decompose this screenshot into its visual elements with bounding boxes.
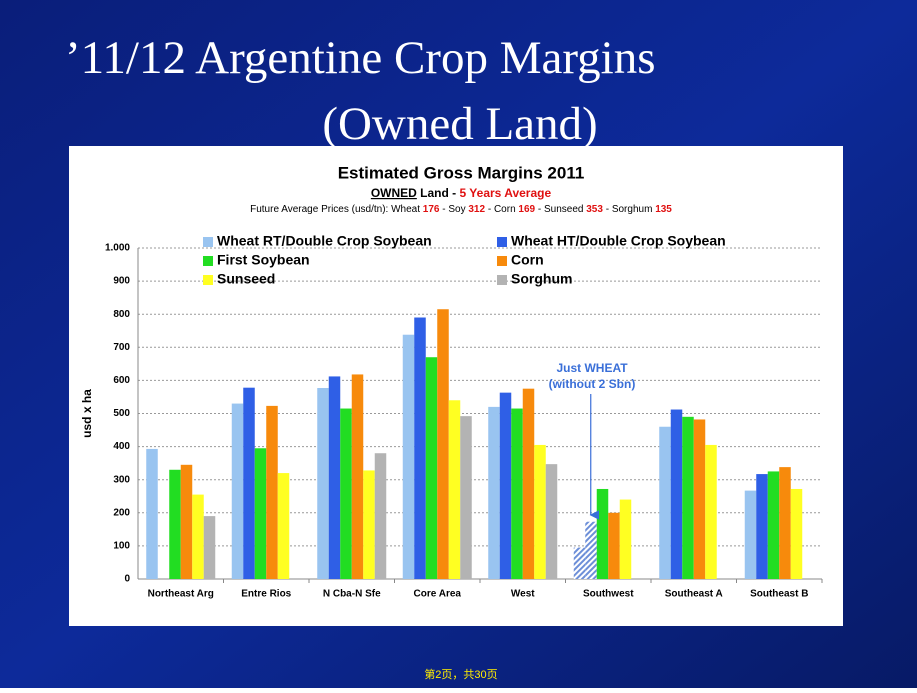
legend-label: Sunseed	[217, 271, 275, 287]
bar	[534, 444, 546, 579]
y-tick-label: 700	[113, 342, 130, 353]
legend-label: First Soybean	[217, 252, 310, 268]
subtitle-part: Land -	[417, 186, 460, 200]
bar	[180, 464, 193, 579]
subtitle-part: OWNED	[371, 186, 417, 200]
bar	[340, 408, 352, 579]
chart: Estimated Gross Margins 2011 OWNED Land -…	[80, 163, 823, 600]
bar	[705, 444, 717, 579]
legend-swatch	[203, 237, 213, 247]
bar	[682, 416, 694, 579]
y-tick-label: 400	[113, 441, 130, 452]
bar	[437, 309, 449, 579]
y-tick-label: 800	[113, 309, 130, 320]
note-part: 169	[518, 204, 535, 215]
x-tick-label: Core Area	[414, 589, 462, 600]
bar	[693, 419, 706, 579]
bar	[231, 403, 244, 579]
x-tick-label: Southeast A	[665, 589, 723, 600]
bar	[425, 357, 438, 579]
bar	[488, 406, 500, 579]
legend-label: Wheat HT/Double Crop Soybean	[511, 233, 726, 249]
bar	[414, 317, 426, 579]
chart-title: Estimated Gross Margins 2011	[338, 163, 585, 182]
bar	[767, 471, 780, 579]
legend-label: Wheat RT/Double Crop Soybean	[217, 233, 432, 249]
bar	[511, 408, 523, 579]
bar	[756, 474, 768, 579]
bar	[619, 499, 632, 579]
subtitle-part: 5 Years Average	[460, 186, 552, 200]
bar	[146, 448, 158, 579]
footer: 第2页，共30页	[424, 667, 497, 681]
legend-label: Sorghum	[511, 271, 572, 287]
y-tick-label: 900	[113, 276, 130, 287]
legend-swatch	[203, 275, 213, 285]
annotation: Just WHEAT	[556, 361, 628, 375]
y-tick-label: 600	[113, 375, 130, 386]
legend-swatch	[497, 237, 507, 247]
annotation: (without 2 Sbn)	[549, 377, 636, 391]
note-part: - Corn	[485, 204, 518, 215]
legend-swatch	[497, 256, 507, 266]
note-part: 353	[586, 204, 603, 215]
bar	[374, 453, 387, 579]
bar	[596, 488, 609, 579]
bar	[402, 334, 415, 579]
bar	[328, 376, 341, 579]
y-tick-label: 300	[113, 474, 130, 485]
note-part: Future Average Prices (usd/tn): Wheat	[250, 204, 423, 215]
note-part: 312	[468, 204, 485, 215]
bar	[659, 426, 671, 579]
bar	[448, 400, 461, 579]
chart-note: Future Average Prices (usd/tn): Wheat 17…	[250, 204, 672, 215]
bar	[351, 374, 364, 579]
note-part: 135	[655, 204, 672, 215]
legend-label: Corn	[511, 252, 544, 268]
y-tick-label: 500	[113, 408, 130, 419]
legend-swatch	[203, 256, 213, 266]
bar	[363, 470, 375, 579]
bar	[670, 409, 683, 579]
y-tick-label: 1.000	[105, 243, 130, 254]
note-part: 176	[423, 204, 440, 215]
bar	[277, 473, 290, 579]
x-tick-label: Southeast B	[750, 589, 808, 600]
x-tick-label: Entre Rios	[241, 589, 291, 600]
y-tick-label: 0	[124, 574, 130, 585]
bar	[192, 494, 204, 579]
bar	[608, 512, 620, 579]
y-tick-label: 100	[113, 541, 130, 552]
bar	[790, 488, 803, 579]
note-part: - Soy	[439, 204, 468, 215]
bar	[744, 490, 757, 579]
bar	[266, 405, 278, 579]
y-axis-label: usd x ha	[80, 389, 94, 438]
bar	[585, 521, 597, 579]
slide-title: (Owned Land)	[322, 98, 597, 150]
bar	[243, 387, 255, 579]
bar	[779, 467, 791, 579]
bar	[254, 448, 267, 579]
slide-title: ’11/12 Argentine Crop Margins	[65, 32, 656, 84]
bar	[169, 469, 181, 579]
y-tick-label: 200	[113, 507, 130, 518]
x-tick-label: N Cba-N Sfe	[323, 589, 381, 600]
legend-swatch	[497, 275, 507, 285]
bar	[522, 388, 535, 579]
note-part: - Sunseed	[535, 204, 586, 215]
bar	[499, 392, 512, 579]
bar	[317, 388, 329, 579]
x-tick-label: Northeast Arg	[148, 589, 214, 600]
bar	[545, 464, 558, 579]
bar	[203, 516, 216, 579]
x-tick-label: West	[511, 589, 535, 600]
note-part: - Sorghum	[603, 204, 655, 215]
bar	[573, 547, 586, 579]
x-tick-label: Southwest	[583, 589, 634, 600]
chart-subtitle: OWNED Land - 5 Years Average	[371, 186, 552, 200]
bar	[460, 416, 472, 579]
